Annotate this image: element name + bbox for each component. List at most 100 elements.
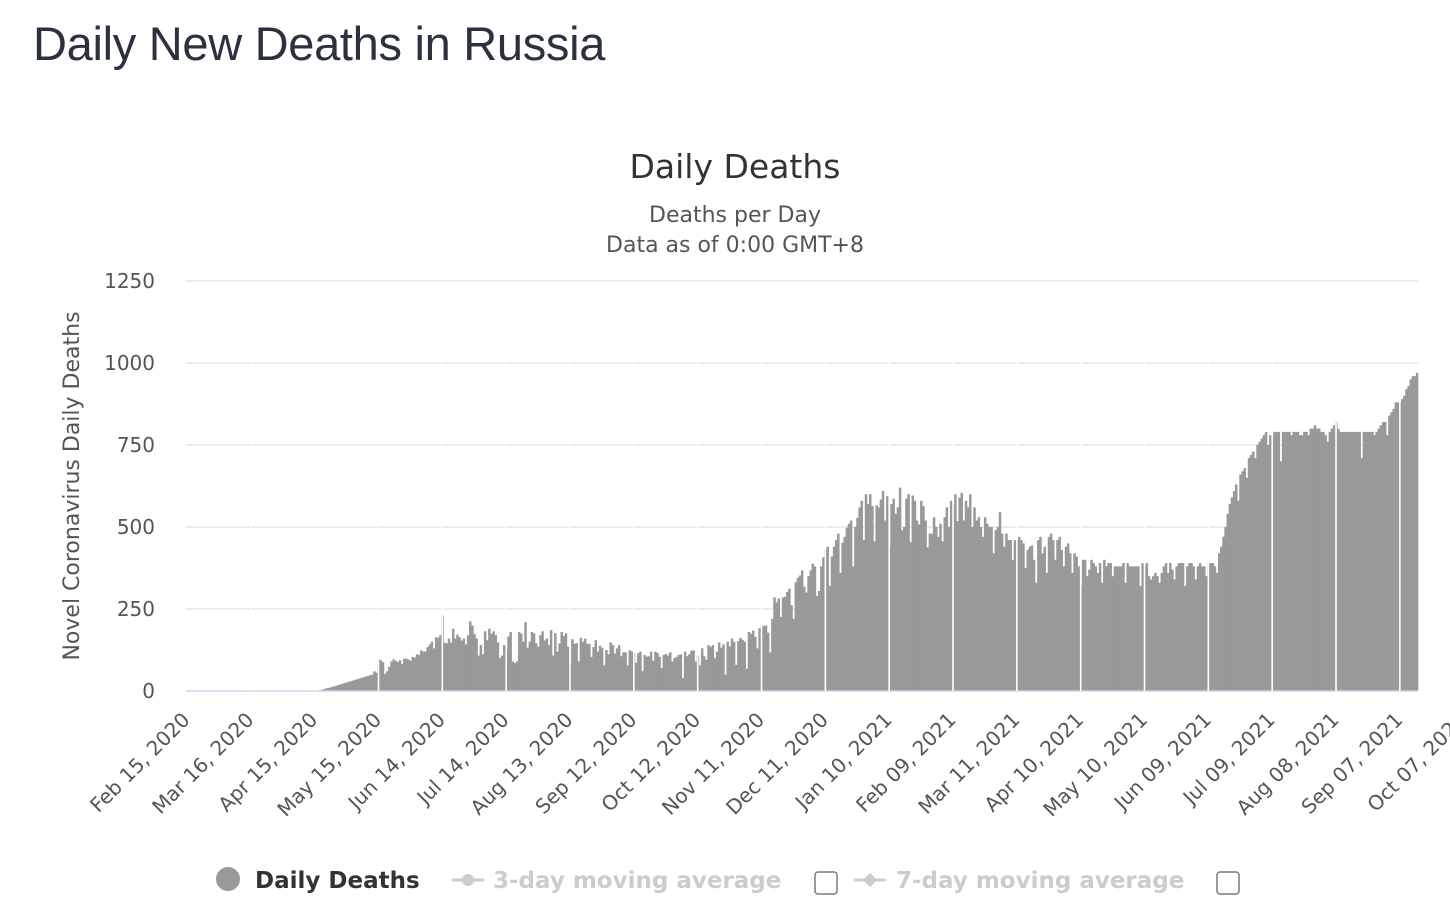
bar[interactable]	[1126, 563, 1129, 691]
bar[interactable]	[890, 504, 893, 691]
bar[interactable]	[566, 646, 570, 691]
bar[interactable]	[1345, 431, 1349, 691]
bar[interactable]	[515, 661, 519, 691]
bar[interactable]	[1124, 582, 1127, 691]
bar[interactable]	[341, 683, 344, 691]
bar[interactable]	[941, 541, 944, 691]
bar[interactable]	[588, 643, 591, 691]
bar[interactable]	[1158, 582, 1161, 691]
bar[interactable]	[641, 671, 644, 691]
bar[interactable]	[624, 652, 627, 691]
bar[interactable]	[664, 653, 668, 691]
bar[interactable]	[477, 655, 480, 691]
bar[interactable]	[528, 641, 532, 691]
checkbox-7-day-moving-average[interactable]	[1216, 871, 1240, 895]
bar[interactable]	[1413, 376, 1417, 691]
bar[interactable]	[658, 656, 661, 691]
bar[interactable]	[896, 507, 900, 691]
bar[interactable]	[426, 647, 429, 691]
bar[interactable]	[1071, 572, 1074, 691]
bar[interactable]	[345, 682, 349, 691]
bar[interactable]	[403, 658, 406, 691]
bar[interactable]	[613, 653, 617, 691]
bar[interactable]	[1390, 412, 1393, 691]
bar[interactable]	[715, 651, 719, 691]
bar[interactable]	[1177, 563, 1181, 691]
bar[interactable]	[562, 635, 566, 691]
bar[interactable]	[630, 651, 634, 691]
bar[interactable]	[603, 665, 606, 691]
bar[interactable]	[1364, 431, 1368, 691]
bar[interactable]	[717, 642, 721, 691]
bar[interactable]	[856, 517, 859, 691]
bar[interactable]	[749, 633, 753, 691]
bar[interactable]	[1073, 553, 1076, 691]
bar[interactable]	[660, 668, 663, 691]
bar[interactable]	[615, 648, 619, 691]
bar[interactable]	[1179, 563, 1183, 691]
bar[interactable]	[596, 651, 600, 691]
bar[interactable]	[628, 650, 632, 691]
bar[interactable]	[1230, 497, 1234, 691]
bar[interactable]	[1175, 566, 1178, 691]
bar[interactable]	[496, 642, 500, 691]
bar[interactable]	[1045, 572, 1049, 691]
bar[interactable]	[349, 681, 353, 691]
bar[interactable]	[492, 631, 495, 691]
bar[interactable]	[1209, 563, 1212, 691]
bar[interactable]	[747, 631, 751, 691]
bar[interactable]	[892, 498, 895, 691]
bar[interactable]	[673, 658, 676, 691]
bar[interactable]	[1094, 566, 1098, 691]
bar[interactable]	[481, 654, 485, 691]
checkbox-3-day-moving-average[interactable]	[814, 871, 838, 895]
bar[interactable]	[877, 507, 881, 691]
bar[interactable]	[358, 678, 361, 691]
bar[interactable]	[1409, 379, 1412, 691]
bar[interactable]	[1047, 536, 1051, 691]
bar[interactable]	[554, 633, 557, 691]
bar[interactable]	[1188, 563, 1191, 691]
bar[interactable]	[551, 655, 555, 691]
bar[interactable]	[598, 645, 602, 691]
bar[interactable]	[1341, 431, 1344, 691]
bar[interactable]	[415, 654, 419, 691]
bar[interactable]	[1237, 500, 1240, 691]
bar[interactable]	[537, 646, 540, 691]
bar[interactable]	[679, 654, 683, 691]
bar[interactable]	[822, 557, 825, 691]
bar[interactable]	[786, 591, 789, 691]
bar[interactable]	[800, 570, 804, 691]
bar[interactable]	[1296, 431, 1300, 691]
bar[interactable]	[541, 631, 544, 691]
bar[interactable]	[813, 566, 817, 691]
bar[interactable]	[709, 647, 712, 691]
legend-item-7-day-moving-average[interactable]: 7-day moving average	[854, 868, 1184, 894]
bar[interactable]	[409, 660, 412, 691]
bar[interactable]	[364, 676, 368, 691]
bar[interactable]	[462, 638, 466, 691]
bar[interactable]	[1090, 559, 1093, 691]
bar[interactable]	[511, 661, 515, 691]
bar[interactable]	[758, 628, 761, 691]
bar[interactable]	[1075, 556, 1078, 691]
bar[interactable]	[1024, 568, 1027, 691]
bar[interactable]	[739, 637, 742, 691]
bar[interactable]	[428, 644, 432, 691]
bar[interactable]	[1415, 372, 1419, 691]
bar[interactable]	[705, 659, 708, 691]
bar[interactable]	[1028, 546, 1032, 691]
bar[interactable]	[432, 648, 436, 691]
bar[interactable]	[737, 641, 740, 691]
bar[interactable]	[1058, 536, 1061, 691]
bar[interactable]	[486, 640, 489, 691]
bar[interactable]	[1360, 458, 1364, 691]
bar[interactable]	[847, 523, 851, 691]
bar[interactable]	[766, 632, 770, 691]
bar[interactable]	[1215, 572, 1219, 691]
bar[interactable]	[939, 523, 942, 691]
bar[interactable]	[1324, 435, 1327, 691]
bar[interactable]	[1343, 431, 1347, 691]
bar[interactable]	[949, 500, 953, 691]
bar[interactable]	[913, 500, 917, 691]
